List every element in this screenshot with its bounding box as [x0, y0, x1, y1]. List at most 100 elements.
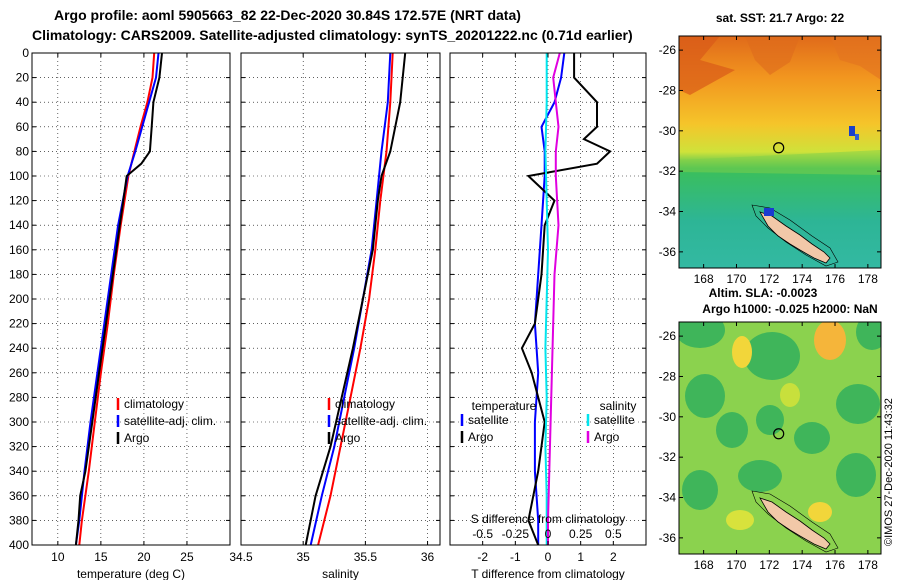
y-tick-label: 60 [16, 120, 30, 134]
map-y-tick-label: -36 [659, 245, 677, 259]
x2-tick-label: 0.5 [605, 527, 622, 541]
legend-label: Argo [594, 430, 620, 444]
map-y-tick-label: -26 [659, 329, 677, 343]
series-line-argo [74, 53, 163, 545]
y-tick-label: 280 [9, 390, 29, 404]
series-line-satellite-adj-clim- [74, 53, 160, 545]
x2-tick-label: 0.25 [569, 527, 593, 541]
legend-title: temperature [472, 399, 537, 413]
legend-label: Argo [468, 430, 494, 444]
map-x-tick-label: 178 [858, 272, 878, 286]
sla-map-subtitle: Argo h1000: -0.025 h2000: NaN [702, 302, 877, 316]
x-tick-label: -1 [510, 550, 521, 564]
y-tick-label: 80 [16, 144, 30, 158]
y-tick-label: 100 [9, 169, 29, 183]
sla-high [808, 502, 832, 522]
map-x-tick-label: 170 [726, 272, 746, 286]
sla-low [738, 460, 782, 492]
y-tick-label: 220 [9, 317, 29, 331]
sst-cold-pixel [855, 134, 859, 140]
y-tick-label: 400 [9, 538, 29, 552]
y-tick-label: 340 [9, 464, 29, 478]
legend-title: salinity [600, 399, 637, 413]
map-y-tick-label: -32 [659, 450, 677, 464]
y-tick-label: 180 [9, 267, 29, 281]
map-x-tick-label: 170 [726, 558, 746, 572]
y-tick-label: 300 [9, 415, 29, 429]
sla-map-title: Altim. SLA: -0.0023 [709, 286, 818, 300]
sla-map [678, 321, 882, 555]
series-line-salinity-argo [547, 53, 561, 545]
series-line-temperature-satellite [533, 53, 566, 545]
argo-float-marker [773, 428, 785, 440]
legend-label: satellite-adj. clim. [124, 414, 216, 428]
x-tick-label: 0 [545, 550, 552, 564]
y-tick-label: 360 [9, 489, 29, 503]
sla-high [780, 383, 800, 407]
series-line-temperature-argo [520, 53, 612, 545]
sst-cold-pixel [764, 208, 774, 216]
map-y-tick-label: -26 [659, 43, 677, 57]
sst-warm-patch [830, 36, 881, 80]
series-line-salinity-satellite [544, 53, 550, 545]
x-tick-label: 10 [51, 550, 65, 564]
map-x-tick-label: 172 [759, 558, 779, 572]
y-tick-label: 0 [22, 46, 29, 60]
map-x-tick-label: 176 [825, 558, 845, 572]
sst-warm-patch [679, 36, 735, 95]
map-x-tick-label: 168 [694, 272, 714, 286]
bathymetry-contour [751, 490, 839, 553]
map-y-tick-label: -34 [659, 491, 677, 505]
x-tick-label: 36 [421, 550, 435, 564]
map-x-tick-label: 178 [858, 558, 878, 572]
sst-warm-patch [745, 36, 800, 75]
sla-low [744, 332, 800, 380]
sla-low [756, 405, 784, 435]
x-tick-label: 25 [180, 550, 194, 564]
legend-label: climatology [335, 397, 395, 411]
x2-axis-label: S difference from climatology [471, 512, 626, 526]
sla-low [794, 422, 830, 454]
x-tick-label: 34.5 [229, 550, 253, 564]
sla-low [856, 322, 881, 350]
sla-high [732, 336, 752, 368]
series-line-argo [304, 53, 407, 545]
y-tick-label: 140 [9, 218, 29, 232]
series-line-climatology [317, 53, 394, 545]
map-y-tick-label: -28 [659, 369, 677, 383]
sla-low [682, 470, 718, 510]
sla-low [836, 453, 876, 497]
map-y-tick-label: -28 [659, 83, 677, 97]
map-y-tick-label: -32 [659, 164, 677, 178]
header-line-1: Argo profile: aoml 5905663_82 22-Dec-202… [54, 7, 521, 23]
x-tick-label: 20 [137, 550, 151, 564]
x-tick-label: 35 [297, 550, 311, 564]
x-tick-label: -2 [477, 550, 488, 564]
sla-high [814, 322, 846, 360]
y-tick-label: 20 [16, 71, 30, 85]
y-tick-label: 200 [9, 292, 29, 306]
map-y-tick-label: -30 [659, 124, 677, 138]
timestamp: ©IMOS 27-Dec-2020 11:43:32 [883, 398, 895, 546]
x-axis-label: T difference from climatology [471, 567, 625, 580]
map-x-tick-label: 172 [759, 272, 779, 286]
map-x-tick-label: 176 [825, 272, 845, 286]
x2-tick-label: -0.5 [472, 527, 493, 541]
y-tick-label: 120 [9, 194, 29, 208]
map-x-tick-label: 174 [792, 558, 812, 572]
y-tick-label: 160 [9, 243, 29, 257]
sla-low [836, 384, 880, 424]
map-frame [678, 321, 882, 555]
y-tick-label: 380 [9, 513, 29, 527]
sla-high [726, 510, 754, 530]
x-tick-label: 2 [610, 550, 617, 564]
y-tick-label: 260 [9, 366, 29, 380]
legend-label: Argo [124, 431, 150, 445]
plot-frame [449, 52, 647, 546]
x2-tick-label: 0 [545, 527, 552, 541]
y-tick-label: 320 [9, 440, 29, 454]
sst-front [679, 150, 881, 175]
legend-label: climatology [124, 397, 184, 411]
legend-label: satellite [594, 413, 635, 427]
legend-label: satellite [468, 413, 509, 427]
